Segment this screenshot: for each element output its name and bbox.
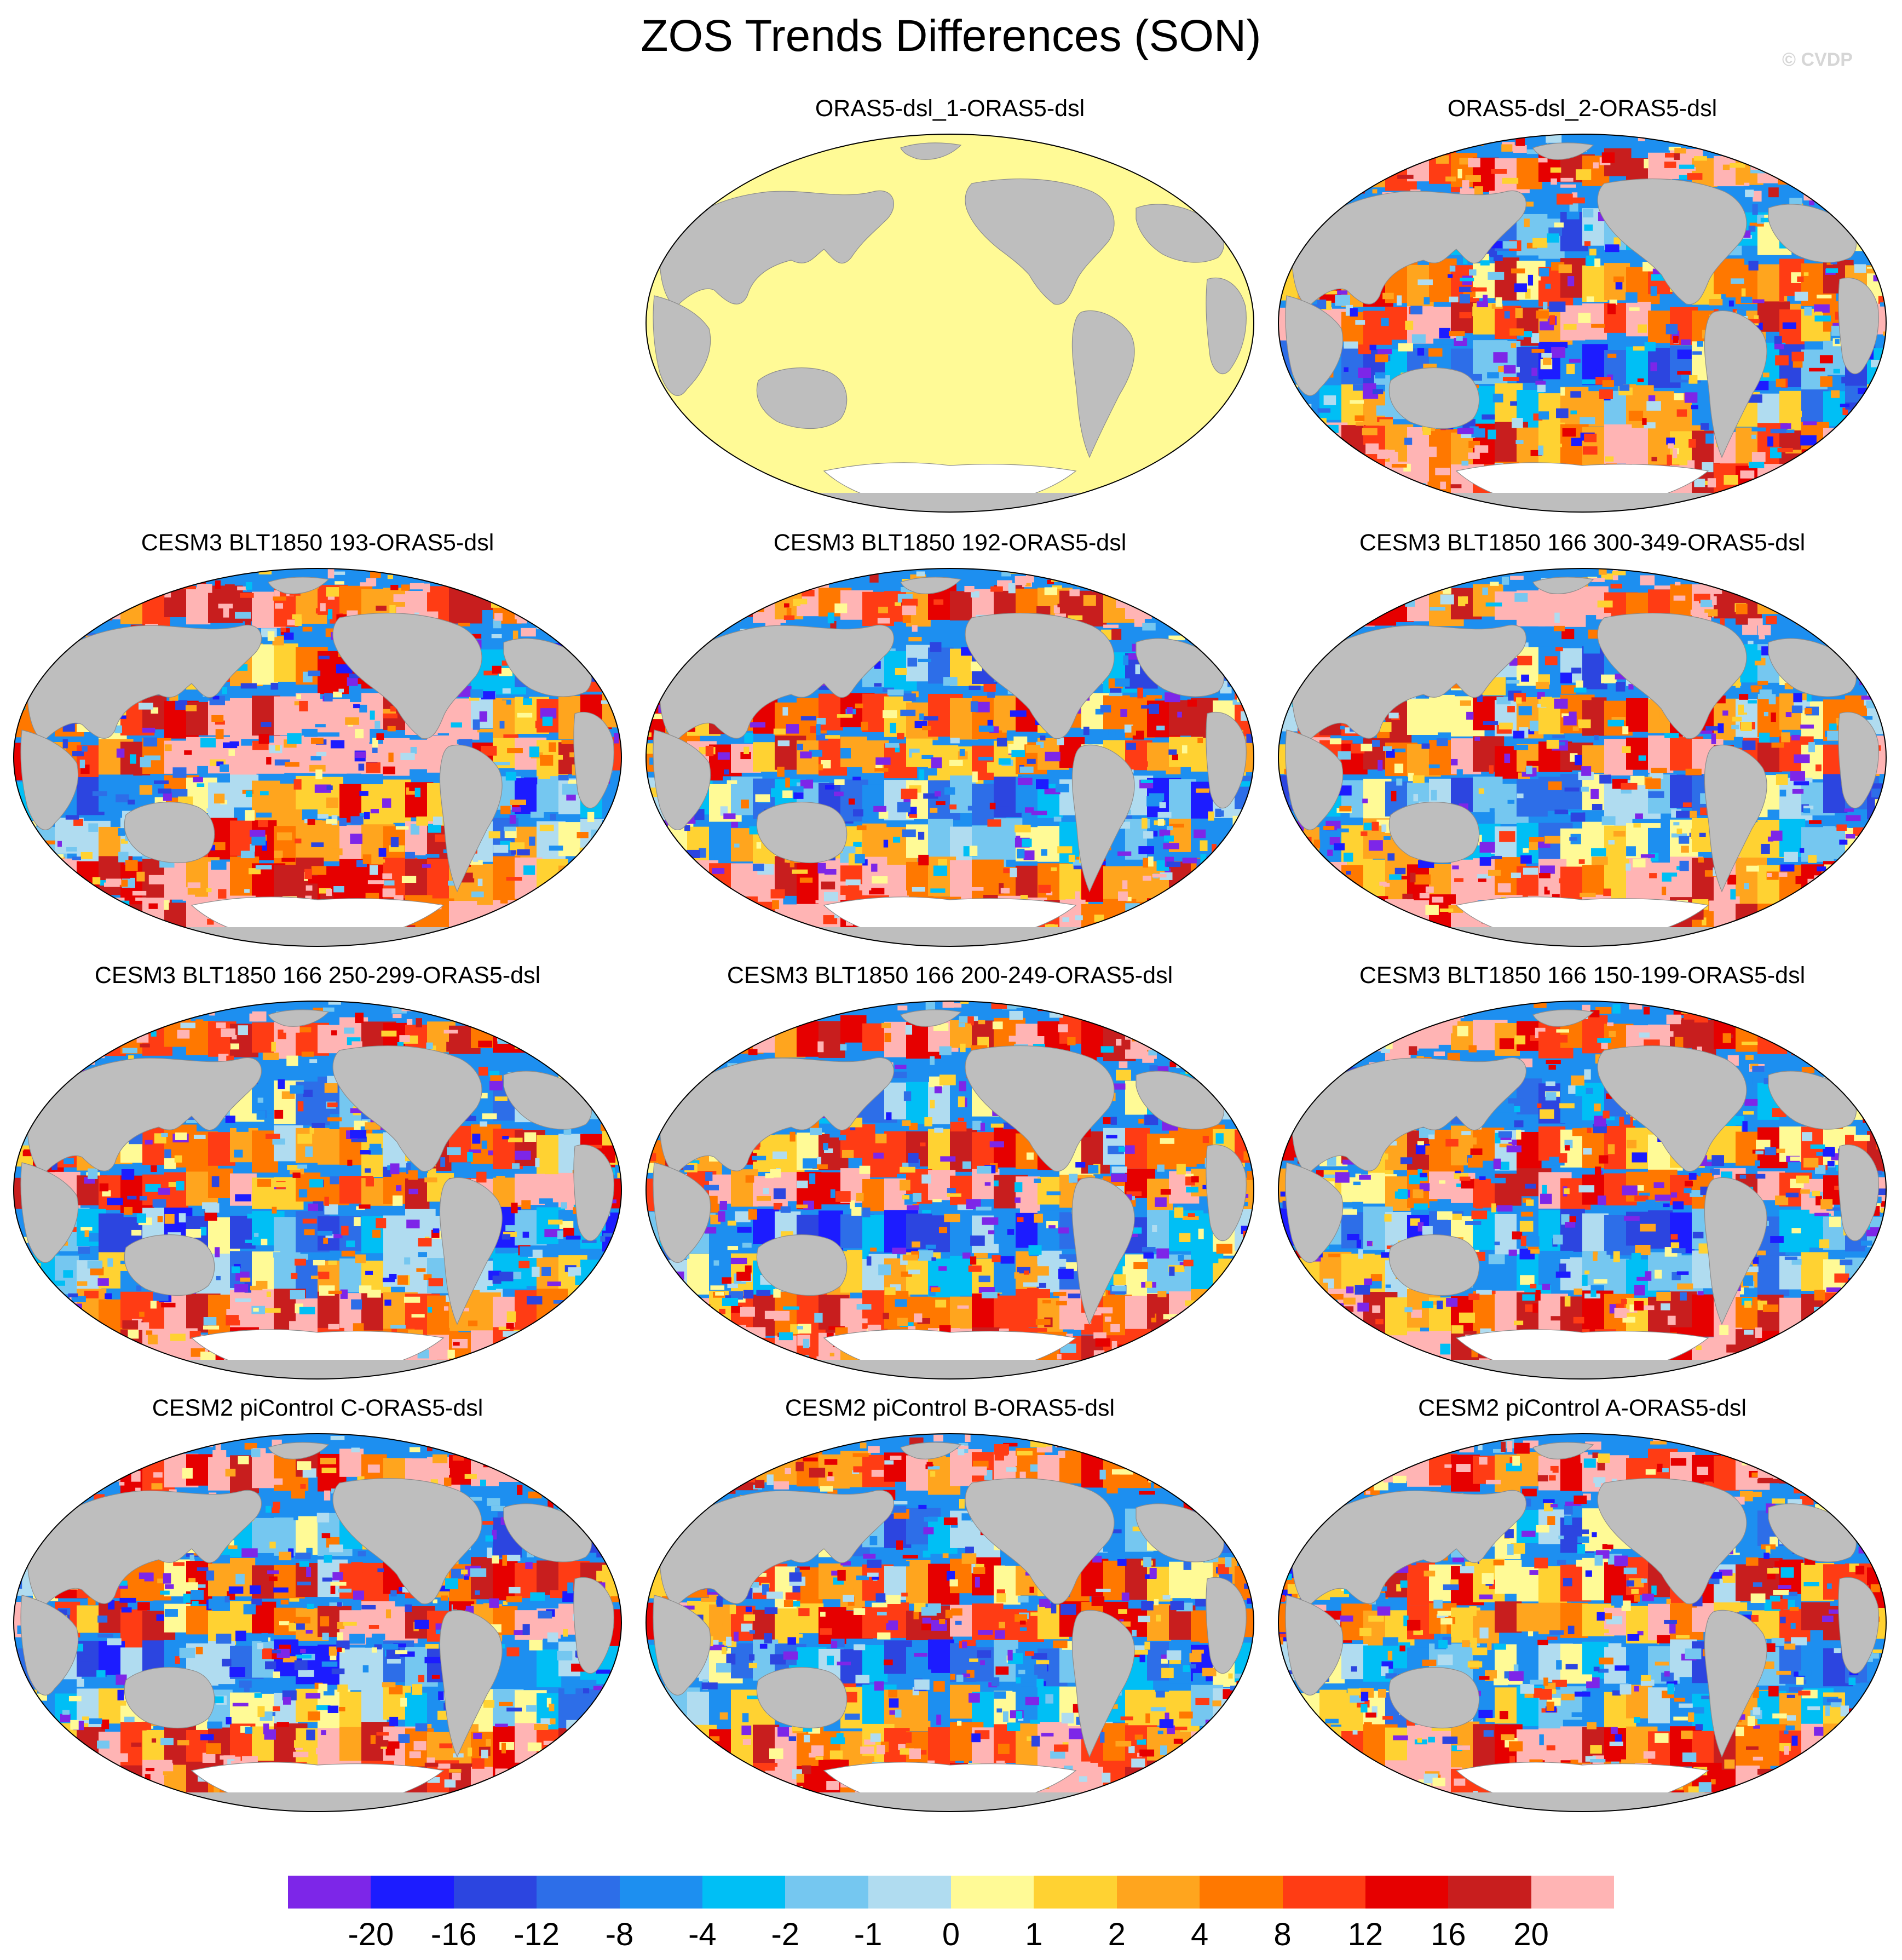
panel-title: CESM2 piControl A-ORAS5-dsl bbox=[1418, 1395, 1747, 1421]
map-8 bbox=[1278, 1001, 1887, 1380]
colorbar-tick-label: 20 bbox=[1513, 1917, 1549, 1952]
map-panel: CESM3 BLT1850 166 250-299-ORAS5-dsl bbox=[5, 961, 630, 1394]
land-mask bbox=[646, 577, 1254, 946]
map-panel: CESM3 BLT1850 192-ORAS5-dsl bbox=[638, 528, 1262, 961]
land-mask bbox=[1278, 1009, 1886, 1379]
colorbar-tick-label: -1 bbox=[854, 1917, 883, 1952]
colorbar-swatch bbox=[1034, 1876, 1117, 1909]
map-3 bbox=[13, 568, 622, 947]
map-border bbox=[1278, 568, 1887, 947]
panel-title: CESM2 piControl C-ORAS5-dsl bbox=[152, 1395, 483, 1421]
map-border bbox=[645, 1001, 1254, 1380]
colorbar-labels: -20 -16 -12 -8 -4 -2 -1 0 1 2 4 8 12 16 20 bbox=[0, 1917, 1902, 1955]
map-border bbox=[1278, 1433, 1887, 1812]
colorbar-tick-label: -12 bbox=[514, 1917, 560, 1952]
map-2 bbox=[1278, 134, 1887, 513]
panel-title: CESM2 piControl B-ORAS5-dsl bbox=[785, 1395, 1115, 1421]
map-panel: CESM3 BLT1850 193-ORAS5-dsl bbox=[5, 528, 630, 961]
colorbar-tick-label: -8 bbox=[605, 1917, 634, 1952]
colorbar-swatch bbox=[537, 1876, 620, 1909]
colorbar-tick-label: 1 bbox=[1025, 1917, 1043, 1952]
figure-title: ZOS Trends Differences (SON) bbox=[641, 11, 1261, 61]
panel-title: CESM3 BLT1850 166 250-299-ORAS5-dsl bbox=[94, 962, 541, 988]
map-panel: CESM2 piControl A-ORAS5-dsl bbox=[1270, 1394, 1894, 1826]
map-panel: CESM3 BLT1850 166 150-199-ORAS5-dsl bbox=[1270, 961, 1894, 1394]
map-border bbox=[13, 1433, 622, 1812]
map-panel: CESM3 BLT1850 166 300-349-ORAS5-dsl bbox=[1270, 528, 1894, 961]
map-border bbox=[645, 568, 1254, 947]
panel-title: ORAS5-dsl_2-ORAS5-dsl bbox=[1447, 95, 1717, 122]
colorbar-tick-label: 16 bbox=[1430, 1917, 1466, 1952]
colorbar bbox=[288, 1876, 1614, 1909]
colorbar-tick-label: -20 bbox=[348, 1917, 394, 1952]
map-panel: CESM2 piControl C-ORAS5-dsl bbox=[5, 1394, 630, 1826]
colorbar-swatch bbox=[951, 1876, 1034, 1909]
map-10 bbox=[645, 1433, 1254, 1812]
map-border bbox=[13, 1001, 622, 1380]
panel-title: CESM3 BLT1850 166 150-199-ORAS5-dsl bbox=[1359, 962, 1806, 988]
map-border bbox=[1278, 134, 1887, 513]
map-7 bbox=[645, 1001, 1254, 1380]
map-border bbox=[1278, 1001, 1887, 1380]
map-1 bbox=[645, 134, 1254, 513]
map-panel: ORAS5-dsl_1-ORAS5-dsl bbox=[638, 94, 1262, 527]
land-mask bbox=[1278, 1442, 1886, 1812]
panel-title: ORAS5-dsl_1-ORAS5-dsl bbox=[815, 95, 1085, 122]
colorbar-swatch bbox=[785, 1876, 868, 1909]
map-panel: ORAS5-dsl_2-ORAS5-dsl bbox=[1270, 94, 1894, 527]
map-9 bbox=[13, 1433, 622, 1812]
colorbar-swatch bbox=[1282, 1876, 1365, 1909]
colorbar-swatch bbox=[868, 1876, 951, 1909]
map-border bbox=[13, 568, 622, 947]
colorbar-swatch bbox=[702, 1876, 786, 1909]
map-6 bbox=[13, 1001, 622, 1380]
colorbar-tick-label: 0 bbox=[942, 1917, 960, 1952]
colorbar-swatch bbox=[1365, 1876, 1449, 1909]
map-4 bbox=[645, 568, 1254, 947]
map-border bbox=[645, 1433, 1254, 1812]
map-11 bbox=[1278, 1433, 1887, 1812]
colorbar-tick-label: -4 bbox=[688, 1917, 717, 1952]
colorbar-tick-label: 12 bbox=[1347, 1917, 1384, 1952]
colorbar-tick-label: 4 bbox=[1190, 1917, 1209, 1952]
colorbar-swatch bbox=[371, 1876, 454, 1909]
colorbar-swatch bbox=[1448, 1876, 1531, 1909]
colorbar-tick-label: 8 bbox=[1273, 1917, 1292, 1952]
map-panel: CESM3 BLT1850 166 200-249-ORAS5-dsl bbox=[638, 961, 1262, 1394]
map-5 bbox=[1278, 568, 1887, 947]
colorbar-tick-label: -16 bbox=[430, 1917, 477, 1952]
cvdp-watermark: © CVDP bbox=[1782, 49, 1853, 70]
map-panel: CESM2 piControl B-ORAS5-dsl bbox=[638, 1394, 1262, 1826]
panel-title: CESM3 BLT1850 166 200-249-ORAS5-dsl bbox=[727, 962, 1173, 988]
panel-title: CESM3 BLT1850 193-ORAS5-dsl bbox=[141, 530, 494, 556]
colorbar-swatch bbox=[619, 1876, 702, 1909]
panel-title: CESM3 BLT1850 192-ORAS5-dsl bbox=[773, 530, 1127, 556]
colorbar-swatch bbox=[453, 1876, 537, 1909]
land-mask bbox=[646, 1009, 1254, 1379]
colorbar-swatch bbox=[1200, 1876, 1283, 1909]
colorbar-tick-label: 2 bbox=[1108, 1917, 1126, 1952]
colorbar-tick-label: -2 bbox=[771, 1917, 800, 1952]
map-border bbox=[645, 134, 1254, 513]
colorbar-swatch bbox=[1531, 1876, 1614, 1909]
panel-title: CESM3 BLT1850 166 300-349-ORAS5-dsl bbox=[1359, 530, 1806, 556]
colorbar-swatch bbox=[288, 1876, 371, 1909]
colorbar-swatch bbox=[1116, 1876, 1200, 1909]
